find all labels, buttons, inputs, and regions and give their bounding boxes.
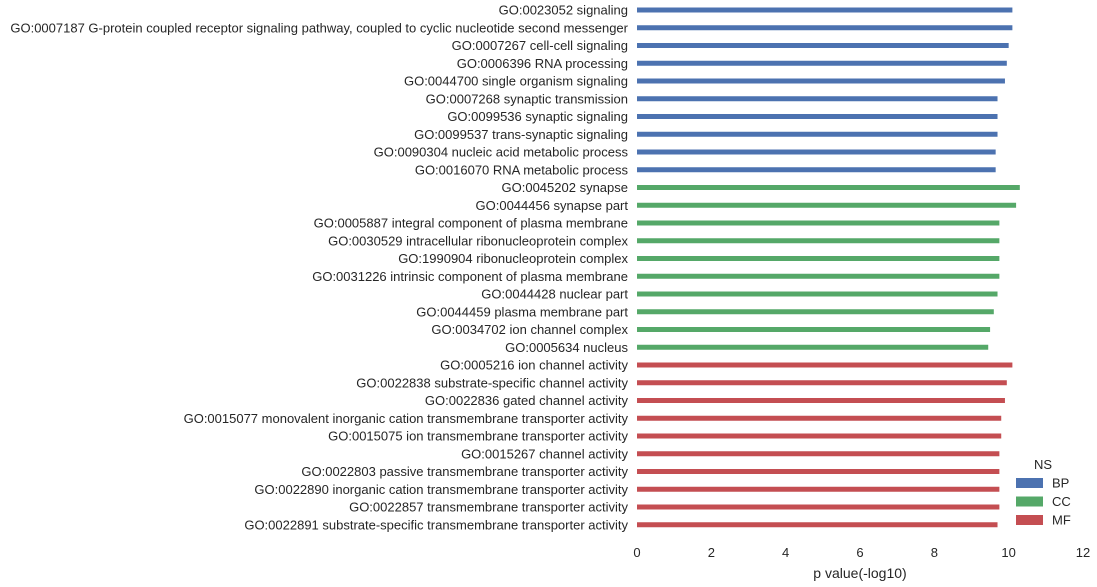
bar-mf <box>637 398 1005 403</box>
bar-cc <box>637 238 1000 244</box>
legend-label-bp: BP <box>1052 476 1069 491</box>
category-labels: GO:0023052 signaling GO:0007187 G-protein… <box>10 3 628 533</box>
category-label: GO:0099537 trans-synaptic signaling <box>414 127 628 142</box>
x-tick-label: 12 <box>1076 545 1090 560</box>
category-label: GO:0007268 synaptic transmission <box>426 91 628 106</box>
category-label: GO:0045202 synapse <box>502 180 628 195</box>
category-label: GO:0005887 integral component of plasma … <box>314 216 628 231</box>
legend-label-cc: CC <box>1052 494 1071 509</box>
category-label: GO:0022838 substrate-specific channel ac… <box>356 375 628 390</box>
bar-mf <box>637 469 1000 474</box>
bar-mf <box>637 504 1000 510</box>
category-label: GO:0034702 ion channel complex <box>431 322 628 337</box>
category-label: GO:0022803 passive transmembrane transpo… <box>301 464 628 479</box>
bar-cc <box>637 256 1000 261</box>
x-tick-label: 6 <box>856 545 863 560</box>
legend-label-mf: MF <box>1052 513 1071 528</box>
category-label: GO:1990904 ribonucleoprotein complex <box>398 251 628 266</box>
bar-bp <box>637 43 1009 48</box>
bar-cc <box>637 291 998 297</box>
bar-cc <box>637 202 1017 208</box>
category-label: GO:0022857 transmembrane transporter act… <box>349 500 628 515</box>
bar-bp <box>637 131 998 137</box>
category-label: GO:0005634 nucleus <box>505 340 628 355</box>
category-label: GO:0031226 intrinsic component of plasma… <box>312 269 628 284</box>
bars-group <box>637 7 1020 528</box>
category-label: GO:0005216 ion channel activity <box>440 358 628 373</box>
bar-bp <box>637 7 1013 13</box>
x-axis-ticks: 0 2 4 6 8 10 12 <box>633 545 1090 560</box>
bar-bp <box>637 149 996 155</box>
category-label: GO:0016070 RNA metabolic process <box>415 162 629 177</box>
legend-items: BP CC MF <box>1016 476 1071 528</box>
category-label: GO:0022890 inorganic cation transmembran… <box>254 482 628 497</box>
bar-mf <box>637 486 1000 492</box>
x-tick-label: 8 <box>931 545 938 560</box>
bar-cc <box>637 185 1020 190</box>
bar-bp <box>637 167 996 173</box>
category-label: GO:0015077 monovalent inorganic cation t… <box>184 411 629 426</box>
category-label: GO:0030529 intracellular ribonucleoprote… <box>328 233 628 248</box>
bar-cc <box>637 273 1000 279</box>
legend-swatch-mf <box>1016 515 1043 525</box>
bar-bp <box>637 96 998 102</box>
legend-title: NS <box>1034 457 1052 472</box>
bar-cc <box>637 344 989 350</box>
legend-swatch-cc <box>1016 496 1043 507</box>
bar-bp <box>637 114 998 119</box>
bar-mf <box>637 380 1007 386</box>
category-label: GO:0044700 single organism signaling <box>404 74 628 89</box>
legend: NS BP CC MF <box>1016 457 1071 528</box>
category-label: GO:0044459 plasma membrane part <box>416 304 628 319</box>
category-label: GO:0007187 G-protein coupled receptor si… <box>10 20 628 35</box>
bar-cc <box>637 220 1000 226</box>
category-label: GO:0015075 ion transmembrane transporter… <box>328 429 628 444</box>
x-axis-title: p value(-log10) <box>813 565 906 581</box>
bar-cc <box>637 327 991 332</box>
category-label: GO:0022836 gated channel activity <box>425 393 629 408</box>
x-tick-label: 2 <box>708 545 715 560</box>
x-tick-label: 0 <box>633 545 640 560</box>
x-tick-label: 4 <box>782 545 789 560</box>
category-label: GO:0007267 cell-cell signaling <box>452 38 628 53</box>
bar-bp <box>637 78 1005 84</box>
bar-mf <box>637 451 1000 457</box>
category-label: GO:0044428 nuclear part <box>481 287 628 302</box>
bar-cc <box>637 309 994 315</box>
bar-mf <box>637 433 1002 439</box>
bar-mf <box>637 362 1013 368</box>
bar-bp <box>637 25 1013 31</box>
legend-swatch-bp <box>1016 478 1043 488</box>
category-label: GO:0023052 signaling <box>499 3 628 18</box>
category-label: GO:0022891 substrate-specific transmembr… <box>244 517 628 532</box>
bar-bp <box>637 60 1007 66</box>
category-label: GO:0006396 RNA processing <box>457 56 628 71</box>
category-label: GO:0099536 synaptic signaling <box>447 109 628 124</box>
category-label: GO:0015267 channel activity <box>461 446 628 461</box>
x-tick-label: 10 <box>1001 545 1015 560</box>
bar-mf <box>637 415 1002 421</box>
category-label: GO:0044456 synapse part <box>476 198 629 213</box>
category-label: GO:0090304 nucleic acid metabolic proces… <box>374 145 629 160</box>
bar-mf <box>637 522 998 528</box>
